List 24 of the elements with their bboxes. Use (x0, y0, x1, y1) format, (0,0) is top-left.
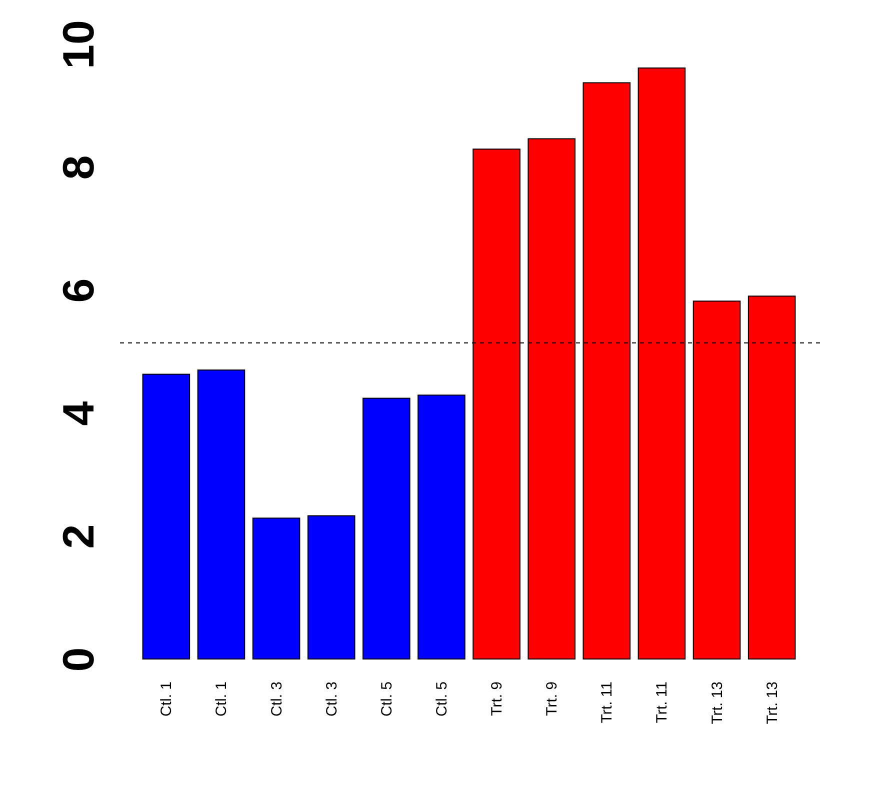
x-tick-label: Ctl. 1 (213, 682, 230, 717)
y-tick-label: 8 (54, 155, 104, 180)
y-tick-label: 0 (54, 647, 104, 672)
y-tick-label: 2 (54, 524, 104, 549)
x-tick-label: Trt. 11 (654, 682, 671, 724)
bar (252, 518, 300, 660)
bar (418, 394, 466, 660)
x-tick-label: Trt. 13 (708, 682, 726, 724)
bar (362, 398, 410, 660)
x-tick-label: Ctl. 1 (158, 682, 176, 717)
y-tick-label: 4 (54, 400, 104, 426)
x-tick-label: Trt. 9 (488, 682, 506, 716)
x-tick-label: Ctl. 5 (433, 682, 450, 717)
y-tick-label: 6 (54, 278, 104, 303)
x-tick-label: Trt. 13 (764, 682, 781, 724)
x-tick-label: Ctl. 5 (378, 682, 396, 717)
x-tick-label: Ctl. 3 (323, 682, 340, 717)
x-tick-label: Trt. 11 (598, 682, 616, 724)
bar (197, 369, 246, 660)
y-tick-label: 10 (54, 20, 104, 69)
bar (142, 374, 190, 660)
x-tick-label: Ctl. 3 (268, 682, 286, 717)
bar (307, 515, 356, 660)
x-tick-label: Trt. 9 (544, 682, 561, 716)
